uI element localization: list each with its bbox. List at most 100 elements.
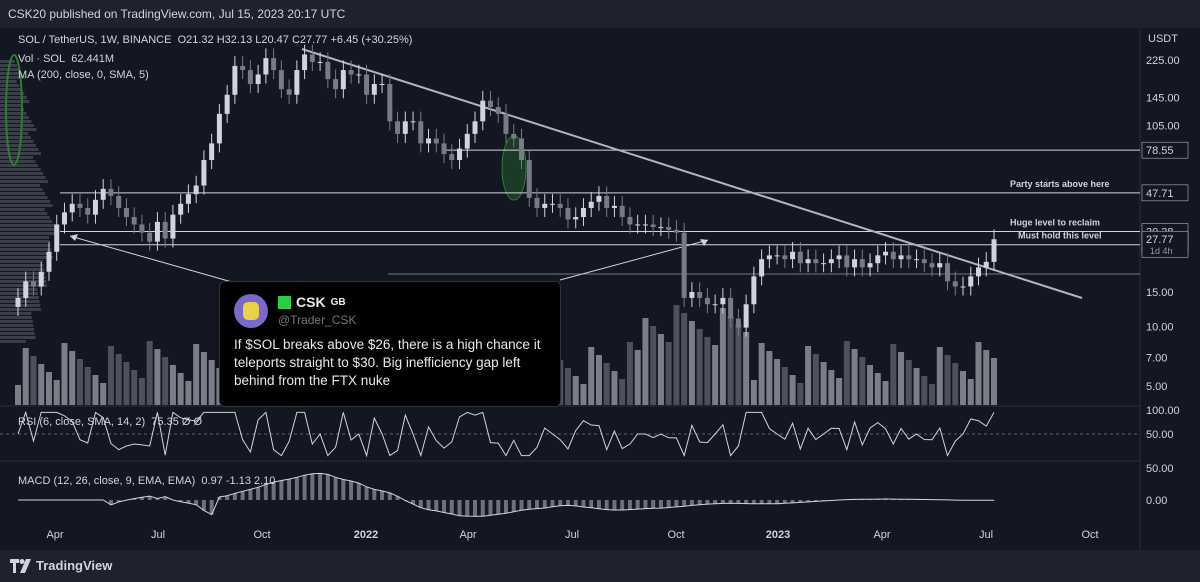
candle-body	[364, 74, 370, 95]
volume-profile-bar	[0, 204, 53, 207]
candle-body	[596, 195, 602, 202]
candle-body	[426, 138, 432, 144]
chart[interactable]: USDT 225.00 145.00 105.00 15.00 10.00 7.00 5.00…	[0, 28, 1200, 550]
volume-profile-bar	[0, 68, 20, 71]
volume-bar	[572, 376, 579, 405]
macd-histogram-bar	[372, 489, 377, 500]
volume-bar	[766, 351, 773, 405]
candle-body	[325, 61, 331, 80]
candle-body	[209, 143, 215, 161]
tweet-card[interactable]: CSK GB @Trader_CSK If $SOL breaks above $…	[219, 281, 561, 407]
level-label: Huge level to reclaim	[1010, 218, 1100, 228]
candle-body	[201, 160, 207, 186]
macd-histogram-bar	[139, 497, 144, 500]
candle-body	[433, 138, 439, 144]
candle-body	[526, 160, 532, 198]
volume-bar	[84, 367, 91, 405]
volume-bar	[665, 342, 672, 405]
price-tick: 10.00	[1146, 322, 1174, 334]
volume-bar	[162, 357, 169, 405]
volume-profile-bar	[0, 128, 37, 131]
macd-histogram-bar	[287, 479, 292, 500]
current-price-value: 27.77	[1146, 234, 1174, 246]
volume-bar	[595, 355, 602, 405]
candle-body	[712, 304, 718, 306]
volume-profile-bar	[0, 192, 46, 195]
volume-profile-bar	[0, 164, 39, 167]
candle-body	[890, 251, 896, 260]
volume-bar	[836, 378, 843, 405]
macd-histogram-bar	[411, 500, 416, 505]
candle-body	[232, 65, 238, 95]
candle-body	[635, 224, 641, 226]
countdown: 1d 4h	[1150, 246, 1173, 256]
volume-profile-bar	[0, 172, 44, 175]
volume-bar	[743, 332, 750, 405]
candle-body	[147, 232, 153, 242]
macd-histogram-bar	[263, 484, 268, 500]
volume-bar	[828, 370, 835, 405]
macd-histogram-bar	[387, 492, 392, 500]
candle-body	[224, 94, 230, 114]
volume-profile-bar	[0, 248, 52, 251]
candle-body	[348, 70, 354, 75]
macd-histogram-bar	[581, 500, 586, 507]
macd-histogram-bar	[256, 487, 261, 500]
trendline	[301, 48, 1083, 299]
macd-histogram-bar	[279, 480, 284, 500]
flag-icon: GB	[330, 296, 346, 308]
x-axis-label: Jul	[979, 529, 993, 541]
candle-body	[418, 121, 424, 144]
volume-bar	[874, 373, 881, 405]
avatar[interactable]	[234, 294, 268, 328]
volume-profile-bar	[0, 136, 31, 139]
candle-body	[402, 121, 408, 134]
macd-histogram-bar	[225, 495, 230, 500]
tweet-author[interactable]: CSK GB	[278, 294, 346, 310]
volume-profile-bar	[0, 196, 48, 199]
publish-info: CSK20 published on TradingView.com, Jul …	[8, 7, 346, 21]
macd-histogram-bar	[480, 500, 485, 517]
green-square-icon	[278, 295, 291, 309]
candle-body	[495, 106, 501, 114]
price-tick: 225.00	[1146, 55, 1180, 67]
macd-histogram-bar	[790, 500, 795, 503]
candle-body	[867, 263, 873, 268]
macd-histogram-bar	[728, 500, 733, 504]
macd-histogram-bar	[736, 500, 741, 504]
candle-body	[557, 203, 563, 208]
volume-bar	[45, 372, 52, 405]
tradingview-logo[interactable]: TradingView	[10, 558, 112, 573]
candle-body	[356, 74, 362, 76]
candle-body	[759, 259, 765, 277]
volume-bar	[580, 384, 587, 405]
macd-histogram-bar	[713, 500, 718, 504]
candle-body	[54, 224, 60, 252]
x-axis-label: Jul	[565, 529, 579, 541]
macd-histogram-bar	[325, 474, 330, 500]
candle-body	[549, 203, 555, 205]
volume-bar	[696, 329, 703, 405]
macd-histogram-bar	[488, 500, 493, 516]
volume-bar	[960, 371, 967, 405]
volume-profile-bar	[0, 220, 53, 223]
volume-profile-bar	[0, 152, 41, 155]
candle-body	[294, 70, 300, 95]
candle-body	[193, 185, 199, 195]
candle-body	[751, 276, 757, 305]
macd-histogram-bar	[395, 496, 400, 500]
candle-body	[836, 255, 842, 260]
volume-profile-bar	[0, 132, 29, 135]
candle-body	[387, 84, 393, 122]
volume-bar	[131, 370, 138, 405]
volume-bar	[208, 360, 215, 405]
tweet-handle[interactable]: @Trader_CSK	[278, 313, 357, 327]
macd-histogram-bar	[186, 500, 191, 504]
arrow-head-icon	[70, 234, 78, 241]
candle-body	[914, 259, 920, 261]
volume-profile-bar	[0, 272, 45, 275]
volume-bar	[69, 351, 76, 405]
volume-profile-bar	[0, 340, 26, 343]
volume-profile-bar	[0, 260, 43, 263]
volume-bar	[921, 376, 928, 405]
